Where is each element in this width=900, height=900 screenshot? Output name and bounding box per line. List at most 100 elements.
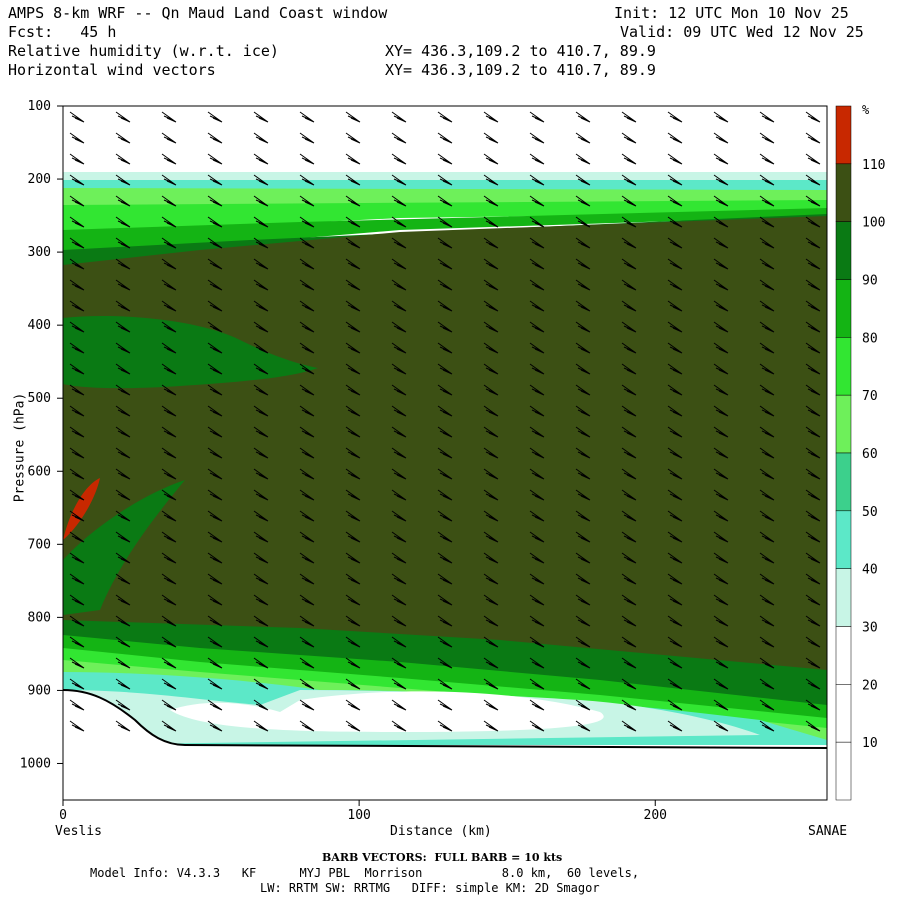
wind-barb	[299, 258, 315, 270]
wind-barb	[759, 279, 775, 291]
wind-barb	[483, 468, 499, 480]
wind-barb	[621, 573, 637, 585]
wind-barb	[713, 195, 729, 207]
wind-barb	[345, 153, 361, 165]
wind-barb	[69, 615, 85, 627]
wind-barb	[529, 279, 545, 291]
colorbar: 110 100 90 80 70 60 50 40 30 20 10%	[835, 103, 885, 801]
wind-barb	[713, 405, 729, 417]
wind-barb	[345, 258, 361, 270]
wind-barb	[575, 384, 591, 396]
wind-barb	[529, 363, 545, 375]
wind-barb	[621, 615, 637, 627]
wind-barb	[575, 342, 591, 354]
wind-barb	[345, 636, 361, 648]
wind-barb	[437, 153, 453, 165]
wind-barb	[253, 111, 269, 123]
wind-barb	[805, 405, 821, 417]
colorbar-label: 60	[862, 447, 878, 462]
wind-barb	[529, 153, 545, 165]
wind-barb	[345, 174, 361, 186]
wind-barb	[115, 636, 131, 648]
wind-barb	[575, 531, 591, 543]
wind-barb	[759, 237, 775, 249]
wind-barb	[115, 615, 131, 627]
wind-barb	[667, 510, 683, 522]
wind-barb	[69, 300, 85, 312]
y-tick-label: 1000	[20, 756, 51, 771]
wind-barb	[115, 657, 131, 669]
wind-barb	[253, 531, 269, 543]
wind-barb	[483, 174, 499, 186]
wind-barb	[69, 636, 85, 648]
wind-barb	[69, 363, 85, 375]
wind-barb	[161, 426, 177, 438]
wind-barb	[299, 321, 315, 333]
wind-barb	[437, 573, 453, 585]
wind-barb	[345, 699, 361, 711]
colorbar-swatch	[835, 279, 852, 338]
wind-barb	[621, 216, 637, 228]
wind-barb	[575, 699, 591, 711]
wind-barb	[805, 594, 821, 606]
wind-barb	[345, 678, 361, 690]
wind-barb	[483, 342, 499, 354]
wind-barb	[69, 510, 85, 522]
wind-barb	[391, 531, 407, 543]
wind-barb	[161, 699, 177, 711]
wind-barb	[529, 426, 545, 438]
wind-barb	[529, 636, 545, 648]
wind-barb	[437, 615, 453, 627]
wind-barb	[207, 132, 223, 144]
wind-barb	[667, 405, 683, 417]
wind-barb	[483, 594, 499, 606]
wind-barb	[207, 552, 223, 564]
wind-barb	[437, 132, 453, 144]
wind-barb	[391, 657, 407, 669]
wind-barb	[253, 153, 269, 165]
wind-barb	[529, 720, 545, 732]
wind-barb	[805, 342, 821, 354]
wind-barb	[253, 468, 269, 480]
wind-barb	[575, 510, 591, 522]
wind-barb	[667, 699, 683, 711]
wind-barb	[437, 636, 453, 648]
wind-barb	[713, 636, 729, 648]
wind-barb	[575, 300, 591, 312]
wind-barb	[667, 216, 683, 228]
wind-barb	[529, 657, 545, 669]
wind-barb	[621, 258, 637, 270]
colorbar-swatch	[835, 568, 852, 627]
wind-barb	[713, 132, 729, 144]
wind-barb	[299, 678, 315, 690]
wind-barb	[667, 363, 683, 375]
wind-barb	[621, 384, 637, 396]
wind-barb	[115, 363, 131, 375]
wind-barb	[621, 174, 637, 186]
wind-barb	[483, 237, 499, 249]
wind-barb	[805, 510, 821, 522]
wind-barb	[483, 300, 499, 312]
wind-barb	[299, 384, 315, 396]
wind-barb	[713, 552, 729, 564]
wind-barb	[483, 636, 499, 648]
wind-barb	[575, 573, 591, 585]
wind-barb	[529, 195, 545, 207]
wind-barb	[667, 300, 683, 312]
wind-barb	[161, 552, 177, 564]
wind-barb	[391, 363, 407, 375]
wind-barb	[69, 174, 85, 186]
wind-barb	[161, 216, 177, 228]
wind-barb	[161, 657, 177, 669]
wind-barb	[391, 279, 407, 291]
wind-barb	[805, 363, 821, 375]
wind-barb	[345, 573, 361, 585]
wind-barb	[759, 636, 775, 648]
wind-barb	[115, 573, 131, 585]
wind-barb	[115, 720, 131, 732]
wind-barb	[345, 384, 361, 396]
wind-barb	[161, 174, 177, 186]
wind-barb	[805, 573, 821, 585]
wind-barb	[805, 237, 821, 249]
wind-barb	[115, 174, 131, 186]
